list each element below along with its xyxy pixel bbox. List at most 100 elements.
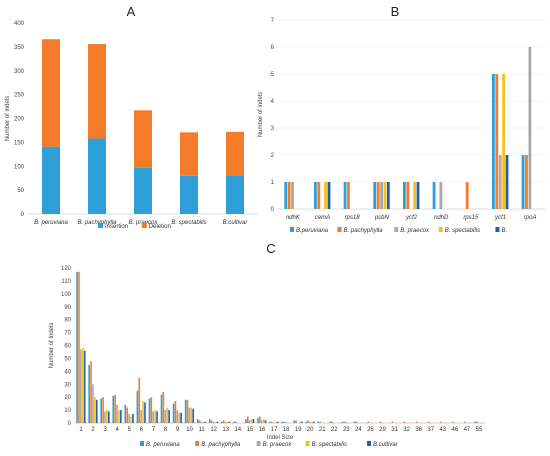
bar-insertion (180, 175, 198, 214)
x-axis-title: Indel Size (267, 435, 294, 441)
y-tick-label: 50 (64, 356, 71, 362)
bar-b-pachyphylla (210, 420, 213, 423)
y-tick-label: 60 (64, 344, 71, 350)
x-category-label: rpoA (524, 215, 537, 221)
x-category-label: 29 (379, 427, 386, 433)
bar-b-peruviana (148, 398, 151, 423)
y-tick-label: 4 (271, 99, 275, 105)
bar-b-spectabilis (274, 421, 277, 423)
bar-b-spectabilis (106, 410, 108, 423)
bar-b-pachyphylla (331, 421, 334, 423)
x-category-label: 11 (199, 427, 206, 433)
y-tick-label: 1 (271, 180, 275, 186)
bar-b-praecox (80, 349, 82, 423)
x-category-label: 8 (164, 427, 168, 433)
bar-b-peruviana (403, 182, 406, 209)
bar-b-praecox (176, 410, 179, 423)
bar-b-pachyphylla (452, 421, 454, 423)
bar-b-pachyphylla (222, 420, 225, 423)
x-category-label: 22 (331, 427, 338, 433)
y-tick-label: 110 (61, 279, 71, 285)
bar-b-pachyphylla (162, 392, 165, 423)
bar-b-spectabilis (311, 421, 313, 423)
bar-b-peruviana (353, 421, 356, 423)
legend-label: B. pachyphylla (201, 442, 241, 448)
bar-b-pachyphylla (138, 377, 141, 423)
bar-b-praecox (291, 182, 294, 209)
legend-label: B. spectabilis (445, 228, 480, 234)
legend-swatch (98, 223, 103, 228)
bar-b-praecox (152, 411, 155, 423)
bar-b-cultivar (264, 420, 267, 423)
x-category-label: 46 (452, 427, 459, 433)
bar-b-pachyphylla (427, 421, 430, 423)
bar-deletion (42, 39, 60, 147)
bar-b-peruviana (172, 403, 175, 423)
x-category-label: 5 (128, 427, 132, 433)
bar-b-pachyphylla (347, 182, 350, 209)
x-category-label: 31 (391, 427, 398, 433)
x-category-label: psbN (374, 215, 390, 221)
x-category-label: rps18 (345, 215, 361, 221)
bar-b-praecox (200, 421, 203, 423)
bar-b-cultivar (192, 408, 195, 423)
bar-b-pachyphylla (355, 421, 358, 423)
bar-b-peruviana (373, 182, 377, 209)
legend-label: B. peruviana (146, 442, 180, 448)
bar-b-pachyphylla (319, 421, 321, 423)
bar-b-cultivar (312, 421, 315, 423)
y-tick-label: 20 (64, 395, 71, 401)
x-category-label: ycf1 (494, 215, 506, 221)
x-category-label: 26 (367, 427, 374, 433)
bar-b-cultivar (95, 399, 98, 423)
bar-b-pachyphylla (406, 182, 410, 209)
bar-b-spectabilis (166, 407, 168, 423)
bar-b-peruviana (293, 420, 295, 423)
bar-insertion (134, 167, 152, 214)
bar-b-cultivar (180, 412, 182, 423)
y-tick-label: 80 (64, 318, 71, 324)
legend-swatch (256, 441, 261, 446)
bar-b-spectabilis (324, 182, 327, 209)
bar-b-praecox (345, 421, 347, 423)
bar-b-peruviana (112, 395, 115, 423)
y-tick-label: 5 (271, 72, 275, 78)
bar-b-pachyphylla (379, 421, 382, 423)
bar-b-spectabilis (190, 407, 193, 423)
panel-label-b: B (391, 4, 400, 19)
bar-b-pachyphylla (403, 421, 406, 423)
bar-b-praecox (212, 421, 215, 423)
x-category-label: 23 (343, 427, 350, 433)
x-category-label: B. peruviana (34, 220, 68, 226)
bar-b-praecox (188, 407, 191, 423)
bar-b-peruviana (317, 421, 320, 423)
panel-label-a: A (127, 4, 136, 19)
bar-b-spectabilis (154, 410, 156, 423)
bar-b-pachyphylla (283, 421, 285, 423)
bar-b-peruviana (521, 155, 525, 209)
bar-b-spectabilis (81, 348, 84, 423)
bar-b-praecox (224, 421, 227, 423)
x-category-label: 17 (271, 427, 278, 433)
bar-b-spectabilis (178, 412, 181, 423)
bar-b-praecox (164, 410, 167, 423)
bar-b-pachyphylla (464, 421, 466, 423)
x-category-label: 1 (79, 427, 83, 433)
x-category-label: 47 (464, 427, 471, 433)
bar-b-pachyphylla (271, 421, 273, 423)
bar-b-pachyphylla (247, 416, 249, 423)
bar-b-pachyphylla (102, 397, 104, 423)
bar-b-praecox (248, 420, 251, 423)
bar-b- (327, 182, 331, 209)
y-tick-label: 400 (14, 21, 25, 27)
y-tick-label: 30 (64, 382, 71, 388)
bar-b-spectabilis (299, 421, 301, 423)
legend-label: B. praecox (263, 442, 293, 448)
bar-b-praecox (104, 411, 106, 423)
y-tick-label: 200 (14, 117, 25, 123)
y-tick-label: 350 (14, 45, 25, 51)
y-tick-label: 90 (64, 305, 71, 311)
x-category-label: 10 (186, 427, 193, 433)
bar-b-praecox (260, 420, 263, 423)
bar-b-cultivar (300, 421, 303, 423)
